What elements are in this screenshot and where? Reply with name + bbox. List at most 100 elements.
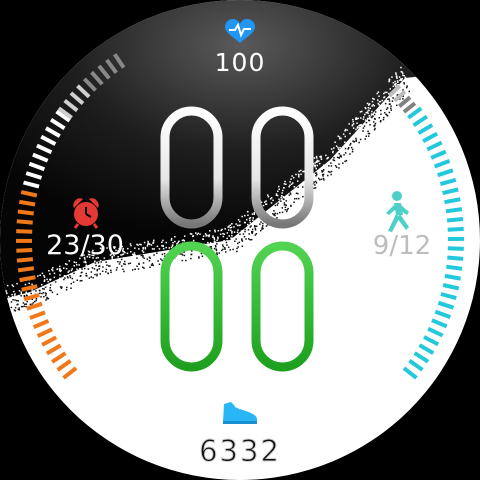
dither-dot (170, 237, 173, 240)
dither-dot (61, 286, 63, 288)
dither-dot (149, 257, 151, 259)
dither-dot (277, 190, 279, 192)
dither-dot (73, 272, 75, 275)
dither-dot (65, 267, 68, 270)
dither-dot (83, 261, 85, 263)
dither-dot (265, 225, 268, 227)
dither-dot (25, 292, 28, 295)
dither-dot (5, 291, 7, 294)
dither-dot (209, 246, 211, 248)
dither-dot (237, 242, 239, 245)
walking-person-icon (386, 191, 409, 232)
dither-dot (398, 76, 401, 78)
dither-dot (150, 244, 153, 246)
dither-dot (49, 287, 51, 289)
dither-dot (346, 129, 348, 131)
dither-dot (197, 232, 199, 235)
dither-dot (342, 133, 345, 135)
dither-dot (336, 156, 339, 159)
dither-dot (18, 290, 21, 292)
dither-dot (344, 128, 347, 131)
timer-value: 23/30 (46, 230, 124, 261)
dither-dot (320, 156, 322, 159)
dither-dot (344, 160, 346, 163)
dither-dot (115, 269, 118, 271)
dither-dot (256, 225, 258, 227)
dither-dot (251, 213, 254, 215)
dither-dot (267, 195, 270, 198)
dither-dot (288, 185, 290, 188)
dither-dot (222, 232, 224, 235)
dither-dot (96, 275, 98, 277)
dither-dot (388, 98, 390, 100)
dither-dot (388, 100, 391, 102)
right-gauge (402, 106, 465, 380)
dither-dot (20, 305, 23, 308)
dither-dot (292, 182, 294, 184)
dither-dot (108, 265, 110, 267)
dither-dot (388, 111, 391, 114)
dither-dot (215, 249, 218, 252)
dither-dot (376, 92, 378, 95)
dither-dot (11, 293, 13, 296)
dither-dot (358, 125, 360, 127)
dither-dot (97, 262, 100, 264)
dither-dot (281, 192, 283, 194)
dither-dot (183, 240, 186, 242)
dither-dot (43, 274, 45, 277)
dither-dot (378, 95, 380, 97)
dither-dot (66, 276, 69, 278)
dither-dot (45, 299, 47, 301)
dither-dot (373, 129, 376, 131)
dither-dot (139, 243, 141, 246)
dither-dot (17, 308, 20, 311)
dither-dot (300, 173, 302, 175)
dither-dot (122, 268, 124, 271)
dither-dot (73, 261, 75, 263)
dither-dot (365, 112, 367, 114)
dither-dot (237, 229, 239, 231)
dither-dot (141, 250, 144, 252)
dither-dot (392, 85, 395, 88)
left-gauge-tick (36, 327, 53, 338)
dither-dot (124, 251, 126, 254)
dither-dot (117, 250, 119, 252)
dither-dot (80, 275, 82, 277)
dither-dot (35, 299, 37, 302)
activity-goal-value: 9/12 (372, 231, 432, 261)
dither-dot (314, 165, 316, 168)
dither-dot (252, 217, 254, 219)
dither-dot (202, 238, 204, 240)
dither-dot (370, 113, 373, 115)
dither-dot (384, 102, 387, 105)
right-gauge-tick (437, 168, 454, 178)
dither-dot (120, 258, 123, 261)
dither-dot (107, 272, 109, 275)
dither-dot (83, 254, 85, 256)
dither-dot (262, 227, 264, 230)
dither-dot (146, 245, 149, 247)
dither-dot (100, 261, 102, 263)
dither-dot (260, 201, 263, 204)
dither-dot (153, 239, 155, 242)
dither-dot (340, 154, 342, 157)
dither-dot (96, 268, 99, 271)
dither-dot (212, 235, 214, 237)
dither-dot (323, 169, 325, 171)
dither-dot (392, 82, 395, 84)
dither-dot (85, 261, 87, 264)
dither-dot (236, 224, 239, 227)
dither-dot (5, 290, 7, 292)
dither-dot (76, 279, 78, 281)
dither-dot (207, 234, 209, 237)
dither-dot (400, 66, 402, 69)
dither-dot (149, 266, 151, 268)
dither-dot (137, 268, 140, 270)
dither-dot (158, 263, 161, 265)
dither-dot (315, 182, 318, 184)
dither-dot (183, 254, 186, 257)
dither-dot (337, 148, 340, 150)
dither-dot (340, 156, 342, 158)
dither-dot (87, 250, 90, 253)
dither-dot (156, 245, 159, 248)
